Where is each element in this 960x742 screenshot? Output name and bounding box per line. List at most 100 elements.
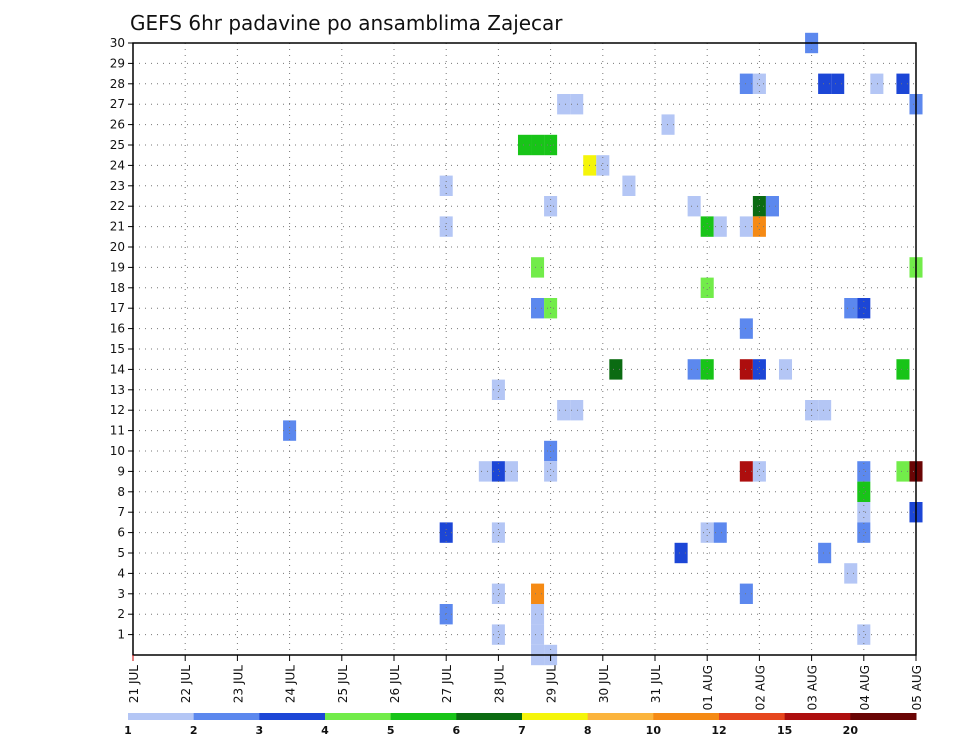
precip-cell bbox=[491, 522, 505, 543]
x-tick-label: 22 JUL bbox=[179, 665, 193, 703]
precip-cell bbox=[752, 359, 766, 380]
colorbar-label: 8 bbox=[584, 724, 592, 737]
precip-cell bbox=[531, 134, 545, 156]
precip-cell bbox=[700, 277, 714, 298]
y-tick-label: 15 bbox=[110, 342, 125, 356]
colorbar-label: 7 bbox=[518, 724, 526, 737]
colorbar-swatch bbox=[587, 713, 654, 720]
precip-cell bbox=[778, 359, 793, 380]
precip-cell bbox=[531, 257, 545, 278]
precip-cell bbox=[700, 522, 714, 543]
colorbar-label: 3 bbox=[256, 724, 264, 737]
colorbar-swatch bbox=[259, 713, 326, 720]
precip-cell bbox=[531, 604, 545, 625]
precip-cell bbox=[857, 481, 871, 502]
y-tick-label: 5 bbox=[117, 546, 125, 560]
precip-cell bbox=[491, 583, 505, 604]
precip-cell bbox=[596, 155, 610, 176]
y-tick-label: 24 bbox=[110, 158, 125, 172]
precip-cell bbox=[531, 583, 545, 604]
y-tick-label: 4 bbox=[117, 566, 125, 580]
y-tick-label: 1 bbox=[117, 628, 125, 642]
y-tick-label: 12 bbox=[110, 403, 125, 417]
precip-cell bbox=[739, 583, 753, 604]
colorbar-swatch bbox=[193, 713, 260, 720]
y-tick-label: 29 bbox=[110, 56, 125, 70]
precip-cell bbox=[544, 461, 558, 482]
precip-cell bbox=[857, 522, 871, 543]
y-tick-label: 20 bbox=[110, 240, 125, 254]
precip-cell bbox=[896, 73, 910, 94]
precip-cell bbox=[713, 216, 727, 237]
precip-cell bbox=[491, 624, 505, 645]
colorbar-label: 1 bbox=[124, 724, 132, 737]
colorbar-swatch bbox=[850, 713, 917, 720]
precip-cell bbox=[687, 196, 701, 217]
colorbar-swatch bbox=[325, 713, 392, 720]
precip-cell bbox=[752, 73, 766, 94]
colorbar-swatch bbox=[456, 713, 523, 720]
y-tick-label: 11 bbox=[110, 424, 125, 438]
colorbar-label: 6 bbox=[453, 724, 461, 737]
precip-cell bbox=[739, 359, 753, 380]
precip-cell bbox=[857, 461, 871, 482]
precip-cell bbox=[491, 379, 505, 400]
precip-cell bbox=[700, 216, 714, 237]
x-tick-label: 27 JUL bbox=[440, 665, 454, 703]
x-tick-label: 23 JUL bbox=[231, 665, 245, 703]
colorbar-swatch bbox=[390, 713, 457, 720]
precip-cell bbox=[844, 563, 858, 584]
chart-title: GEFS 6hr padavine po ansamblima Zajecar bbox=[130, 11, 563, 35]
precip-cell bbox=[739, 318, 753, 339]
x-tick-label: 04 AUG bbox=[858, 665, 872, 710]
precip-cell bbox=[557, 94, 571, 115]
y-tick-label: 3 bbox=[117, 587, 125, 601]
y-tick-label: 2 bbox=[117, 607, 125, 621]
y-tick-label: 13 bbox=[110, 383, 125, 397]
precip-cell bbox=[896, 461, 910, 482]
y-tick-label: 9 bbox=[117, 464, 125, 478]
precip-cell bbox=[713, 522, 727, 543]
precip-cell bbox=[818, 542, 832, 564]
precip-cell bbox=[739, 216, 753, 237]
precip-cell bbox=[896, 359, 910, 380]
precip-cell bbox=[478, 461, 492, 482]
precip-cell bbox=[439, 216, 453, 237]
x-axis-ticks: 21 JUL 22 JUL 23 JUL 24 JUL 25 JUL 26 JUL 27 J… bbox=[127, 655, 924, 710]
colorbar-label: 20 bbox=[843, 724, 859, 737]
precip-cell bbox=[557, 400, 571, 421]
precip-cell bbox=[700, 359, 714, 380]
precip-cell bbox=[752, 461, 766, 482]
x-tick-label: 31 JUL bbox=[649, 665, 663, 703]
precip-cell bbox=[622, 175, 636, 196]
colorbar-label: 15 bbox=[777, 724, 792, 737]
precip-cell bbox=[491, 461, 505, 482]
x-tick-label: 02 AUG bbox=[753, 665, 767, 710]
precip-cell bbox=[765, 196, 779, 217]
colorbar-swatch bbox=[719, 713, 786, 720]
y-tick-label: 18 bbox=[110, 281, 125, 295]
precip-cell bbox=[857, 502, 871, 523]
precip-cell bbox=[739, 461, 753, 482]
precip-cell bbox=[517, 134, 532, 156]
colorbar-label: 12 bbox=[711, 724, 726, 737]
x-tick-label: 21 JUL bbox=[127, 665, 141, 703]
y-tick-label: 23 bbox=[110, 179, 125, 193]
y-tick-label: 7 bbox=[117, 505, 125, 519]
precip-cell bbox=[674, 542, 688, 564]
x-tick-label: 26 JUL bbox=[388, 665, 402, 703]
y-tick-label: 22 bbox=[110, 199, 125, 213]
y-axis-ticks: 1234567891011121314151617181920212223242… bbox=[110, 36, 133, 642]
precip-cell bbox=[609, 359, 623, 380]
colorbar-swatch bbox=[128, 713, 195, 720]
precip-cell bbox=[870, 73, 884, 94]
precip-cell bbox=[439, 604, 453, 625]
colorbar-swatch bbox=[784, 713, 851, 720]
y-tick-label: 14 bbox=[110, 362, 125, 376]
colorbar-swatch bbox=[653, 713, 720, 720]
precip-cell bbox=[752, 196, 766, 217]
precip-cell bbox=[570, 400, 584, 421]
precip-cell bbox=[544, 196, 558, 217]
colorbar-label: 4 bbox=[321, 724, 329, 737]
